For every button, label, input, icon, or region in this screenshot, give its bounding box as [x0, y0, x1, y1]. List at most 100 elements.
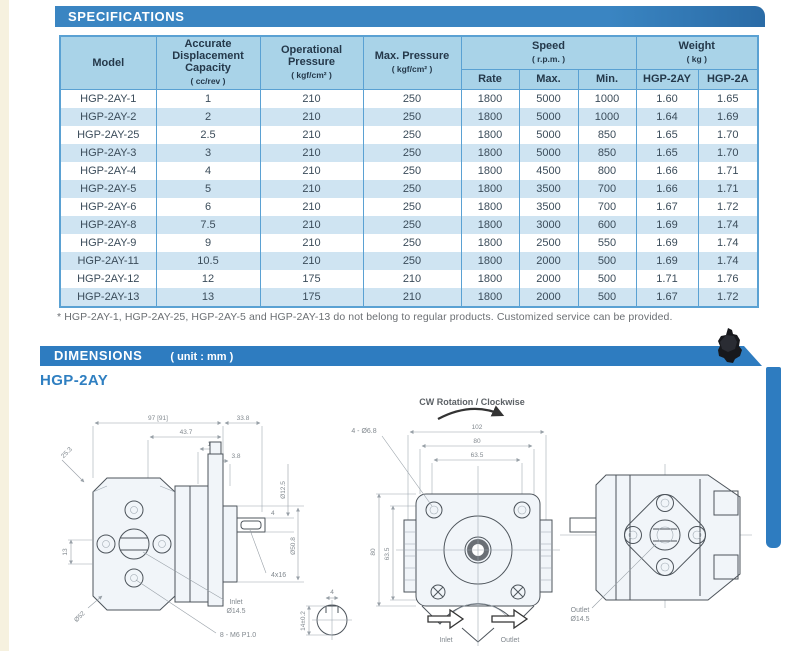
specifications-banner: SPECIFICATIONS [55, 6, 765, 27]
key-detail-depth: 14±0.2 [300, 611, 307, 631]
specifications-title: SPECIFICATIONS [68, 9, 185, 24]
dim-pilot-dia: Ø50.8 [290, 537, 297, 555]
value-cell: 250 [362, 251, 462, 270]
model-cell: HGP-2AY-3 [59, 143, 157, 162]
weight-header-label: Weight [678, 40, 715, 53]
shaft-key-detail: 4 14±0.2 [300, 589, 352, 640]
col-header-weight-hgp2ay: HGP-2AY [635, 68, 699, 90]
outlet-port-dia: Ø14.5 [570, 616, 589, 623]
key-detail-width: 4 [330, 589, 334, 596]
value-cell: 210 [259, 161, 364, 180]
value-cell: 175 [259, 287, 364, 307]
page-edge [0, 0, 9, 651]
model-cell: HGP-2AY-8 [59, 215, 157, 234]
value-cell: 500 [577, 287, 637, 307]
value-cell: 2000 [518, 269, 579, 288]
value-cell: 1.74 [697, 233, 759, 252]
inlet-flow-label: Inlet [439, 637, 452, 644]
page-side-accent-bar [766, 367, 781, 548]
value-cell: 1.71 [697, 161, 759, 180]
col-header-speed-max: Max. [518, 68, 579, 90]
rotation-note: CW Rotation / Clockwise [419, 397, 525, 407]
rotation-arrow [437, 405, 505, 420]
col-header-weight-hgp2a: HGP-2A [697, 68, 759, 90]
value-cell: 12 [155, 269, 261, 288]
model-header-label: Model [92, 56, 125, 69]
value-cell: 1800 [460, 179, 520, 198]
table-row: HGP-2AY-5 5 210 250 1800 3500 700 1.66 1.71 [59, 179, 759, 198]
value-cell: 1.67 [635, 287, 699, 307]
inlet-port-dia: Ø14.5 [226, 608, 245, 615]
outlet-port-label: Outlet [571, 607, 590, 614]
value-cell: 1800 [460, 251, 520, 270]
value-cell: 1.65 [635, 125, 699, 144]
table-row: HGP-2AY-13 13 175 210 1800 2000 500 1.67 1.72 [59, 287, 759, 307]
inlet-arrow-icon [427, 608, 465, 630]
pump-icon [718, 328, 742, 363]
value-cell: 1800 [460, 233, 520, 252]
value-cell: 210 [362, 269, 462, 288]
value-cell: 210 [259, 89, 364, 108]
value-cell: 1.72 [697, 197, 759, 216]
model-cell: HGP-2AY-6 [59, 197, 157, 216]
value-cell: 5000 [518, 143, 579, 162]
value-cell: 1.65 [697, 89, 759, 108]
value-cell: 700 [577, 179, 637, 198]
op-pressure-header-label: Operational Pressure [280, 44, 343, 69]
dim-plate: 3.8 [231, 453, 240, 460]
side-view: 97 [91] 33.8 43.7 10 3.8 25.3 [60, 415, 304, 639]
model-cell: HGP-2AY-12 [59, 269, 157, 288]
value-cell: 250 [362, 125, 462, 144]
value-cell: 2000 [518, 251, 579, 270]
value-cell: 250 [362, 215, 462, 234]
value-cell: 175 [259, 269, 364, 288]
dim-front-width: 102 [472, 424, 483, 431]
col-header-speed-group: Speed ( r.p.m. ) [460, 35, 637, 70]
value-cell: 1800 [460, 161, 520, 180]
outlet-arrow-icon [491, 608, 529, 630]
model-cell: HGP-2AY-1 [59, 89, 157, 108]
value-cell: 500 [577, 269, 637, 288]
value-cell: 210 [259, 233, 364, 252]
col-header-weight-group: Weight ( kg ) [635, 35, 759, 70]
value-cell: 1800 [460, 89, 520, 108]
value-cell: 1800 [460, 197, 520, 216]
table-row: HGP-2AY-8 7.5 210 250 1800 3000 600 1.69 1.74 [59, 215, 759, 234]
col-header-max-pressure: Max. Pressure ( kgf/cm² ) [362, 35, 462, 90]
value-cell: 1000 [577, 107, 637, 126]
value-cell: 250 [362, 179, 462, 198]
value-cell: 5000 [518, 107, 579, 126]
spec-table: Model Accurate Displacement Capacity ( c… [59, 35, 759, 308]
value-cell: 5 [155, 179, 261, 198]
value-cell: 1800 [460, 215, 520, 234]
value-cell: 1800 [460, 107, 520, 126]
dim-key-width: 4 [271, 510, 275, 517]
dim-flange-dia: Ø52 [73, 610, 87, 624]
dim-rear: 33.8 [237, 415, 250, 422]
value-cell: 250 [362, 143, 462, 162]
dimensions-banner: DIMENSIONS ( unit : mm ) [40, 346, 762, 366]
value-cell: 210 [259, 215, 364, 234]
table-row: HGP-2AY-3 3 210 250 1800 5000 850 1.65 1.70 [59, 143, 759, 162]
capacity-unit-label: ( cc/rev ) [190, 76, 226, 87]
value-cell: 1.66 [635, 179, 699, 198]
dim-overall: 97 [91] [148, 415, 168, 422]
value-cell: 250 [362, 197, 462, 216]
value-cell: 850 [577, 143, 637, 162]
value-cell: 1.74 [697, 215, 759, 234]
value-cell: 10.5 [155, 251, 261, 270]
value-cell: 1.60 [635, 89, 699, 108]
col-header-capacity: Accurate Displacement Capacity ( cc/rev … [155, 35, 261, 90]
value-cell: 500 [577, 251, 637, 270]
value-cell: 3000 [518, 215, 579, 234]
dim-front-inner-height: 63.5 [384, 547, 391, 560]
value-cell: 250 [362, 161, 462, 180]
value-cell: 700 [577, 197, 637, 216]
value-cell: 1.74 [697, 251, 759, 270]
value-cell: 1800 [460, 287, 520, 307]
value-cell: 2000 [518, 287, 579, 307]
dim-front-bolt-width: 80 [473, 438, 481, 445]
dimensions-unit-note: ( unit : mm ) [170, 351, 234, 363]
table-row: HGP-2AY-9 9 210 250 1800 2500 550 1.69 1.74 [59, 233, 759, 252]
value-cell: 4500 [518, 161, 579, 180]
